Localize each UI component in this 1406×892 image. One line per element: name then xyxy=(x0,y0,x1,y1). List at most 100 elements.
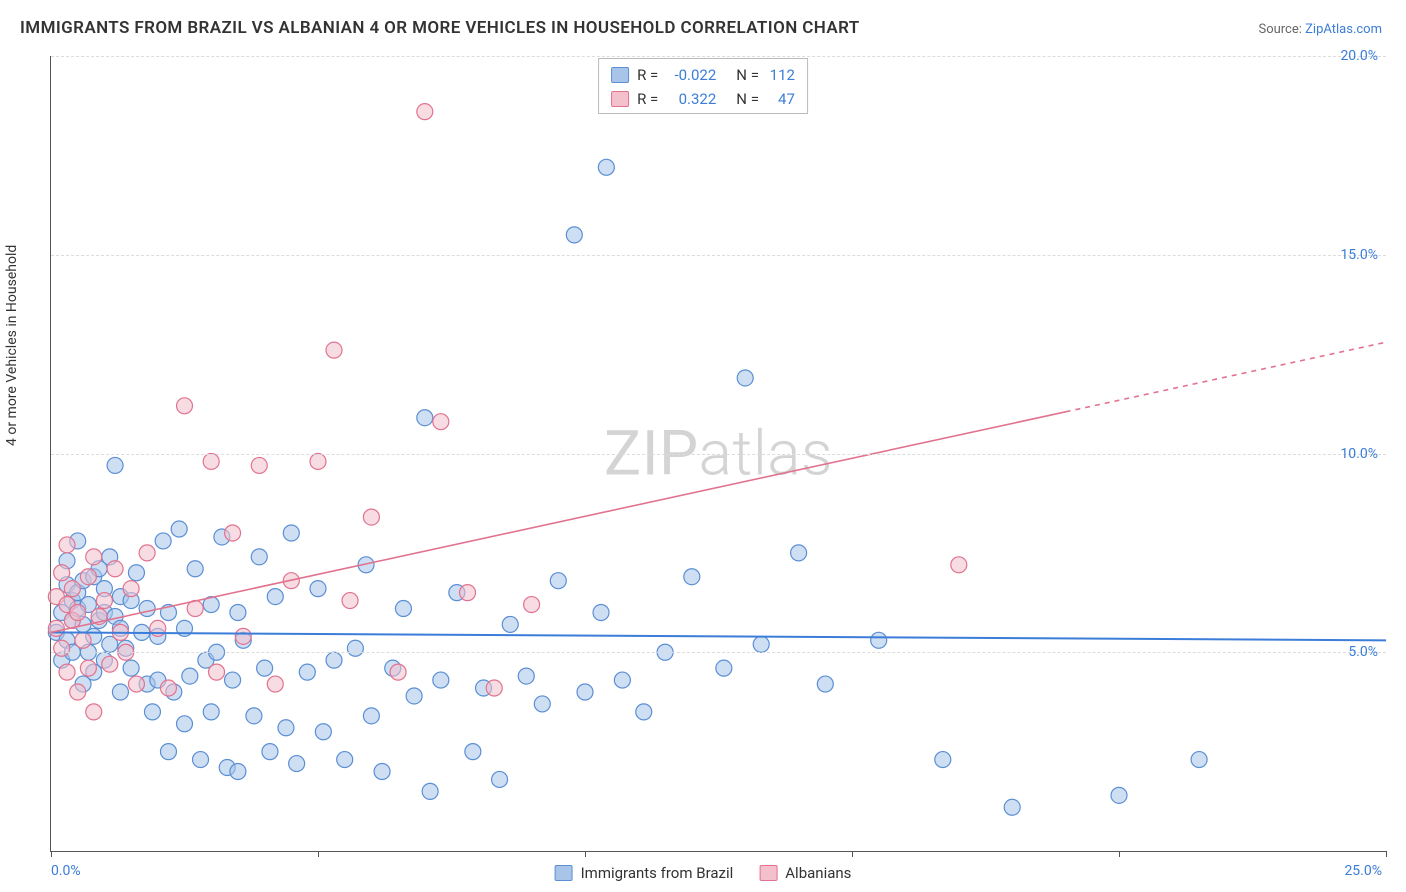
gridline xyxy=(51,255,1386,256)
data-point xyxy=(267,676,283,692)
stat-r-label: R = xyxy=(637,63,658,87)
data-point xyxy=(70,684,86,700)
data-point xyxy=(257,660,273,676)
data-point xyxy=(716,660,732,676)
data-point xyxy=(935,752,951,768)
data-point xyxy=(299,664,315,680)
data-point xyxy=(48,620,64,636)
data-point xyxy=(251,457,267,473)
plot-area: ZIPatlas 5.0%10.0%15.0%20.0%0.0%25.0% xyxy=(50,56,1386,852)
data-point xyxy=(209,664,225,680)
data-point xyxy=(225,672,241,688)
data-point xyxy=(139,601,155,617)
stats-row: R = 0.322N = 47 xyxy=(611,87,795,111)
data-point xyxy=(566,227,582,243)
data-point xyxy=(951,557,967,573)
x-axis-min-label: 0.0% xyxy=(51,863,81,879)
gridline xyxy=(51,454,1386,455)
data-point xyxy=(342,593,358,609)
data-point xyxy=(64,581,80,597)
data-point xyxy=(465,744,481,760)
data-point xyxy=(107,457,123,473)
series-swatch xyxy=(611,91,629,107)
data-point xyxy=(417,104,433,120)
data-point xyxy=(315,724,331,740)
legend-label: Albanians xyxy=(785,864,851,882)
data-point xyxy=(144,704,160,720)
source-attribution: Source: ZipAtlas.com xyxy=(1258,22,1382,37)
data-point xyxy=(235,628,251,644)
data-point xyxy=(684,569,700,585)
source-link[interactable]: ZipAtlas.com xyxy=(1305,22,1382,37)
data-point xyxy=(577,684,593,700)
data-point xyxy=(492,771,508,787)
x-tick xyxy=(51,851,52,857)
data-point xyxy=(460,585,476,601)
data-point xyxy=(636,704,652,720)
data-point xyxy=(54,640,70,656)
stat-n-value: 112 xyxy=(765,63,795,87)
gridline xyxy=(51,652,1386,653)
data-point xyxy=(817,676,833,692)
data-point xyxy=(230,764,246,780)
data-point xyxy=(422,783,438,799)
data-point xyxy=(75,632,91,648)
data-point xyxy=(598,159,614,175)
data-point xyxy=(267,589,283,605)
data-point xyxy=(203,453,219,469)
data-point xyxy=(614,672,630,688)
data-point xyxy=(326,652,342,668)
data-point xyxy=(310,581,326,597)
data-point xyxy=(160,680,176,696)
data-point xyxy=(534,696,550,712)
data-point xyxy=(347,640,363,656)
legend-item: Immigrants from Brazil xyxy=(555,864,734,882)
data-point xyxy=(182,668,198,684)
data-point xyxy=(417,410,433,426)
data-point xyxy=(80,660,96,676)
stat-r-value: -0.022 xyxy=(664,63,716,87)
data-point xyxy=(363,509,379,525)
data-point xyxy=(363,708,379,724)
data-point xyxy=(791,545,807,561)
data-point xyxy=(502,616,518,632)
data-point xyxy=(406,688,422,704)
stat-r-label: R = xyxy=(637,87,658,111)
data-point xyxy=(433,672,449,688)
data-point xyxy=(374,764,390,780)
data-point xyxy=(123,660,139,676)
trend-line xyxy=(51,412,1066,633)
data-point xyxy=(278,720,294,736)
data-point xyxy=(1191,752,1207,768)
x-tick xyxy=(1386,851,1387,857)
data-point xyxy=(225,525,241,541)
data-point xyxy=(753,636,769,652)
series-swatch xyxy=(611,67,629,83)
data-point xyxy=(128,676,144,692)
data-point xyxy=(289,756,305,772)
data-point xyxy=(86,704,102,720)
data-point xyxy=(310,453,326,469)
data-point xyxy=(86,549,102,565)
stat-r-value: 0.322 xyxy=(664,87,716,111)
data-point xyxy=(96,593,112,609)
data-point xyxy=(486,680,502,696)
data-point xyxy=(102,656,118,672)
data-point xyxy=(171,521,187,537)
data-point xyxy=(550,573,566,589)
stats-box: R = -0.022N = 112R = 0.322N = 47 xyxy=(598,58,808,114)
data-point xyxy=(203,704,219,720)
data-point xyxy=(1004,799,1020,815)
data-point xyxy=(107,561,123,577)
source-label: Source: xyxy=(1258,22,1305,37)
data-point xyxy=(737,370,753,386)
data-point xyxy=(246,708,262,724)
y-tick-label: 15.0% xyxy=(1340,247,1378,263)
data-point xyxy=(395,601,411,617)
data-point xyxy=(80,569,96,585)
y-tick-label: 20.0% xyxy=(1340,48,1378,64)
legend-item: Albanians xyxy=(759,864,851,882)
chart-title: IMMIGRANTS FROM BRAZIL VS ALBANIAN 4 OR … xyxy=(20,18,860,38)
data-point xyxy=(160,744,176,760)
data-point xyxy=(326,342,342,358)
